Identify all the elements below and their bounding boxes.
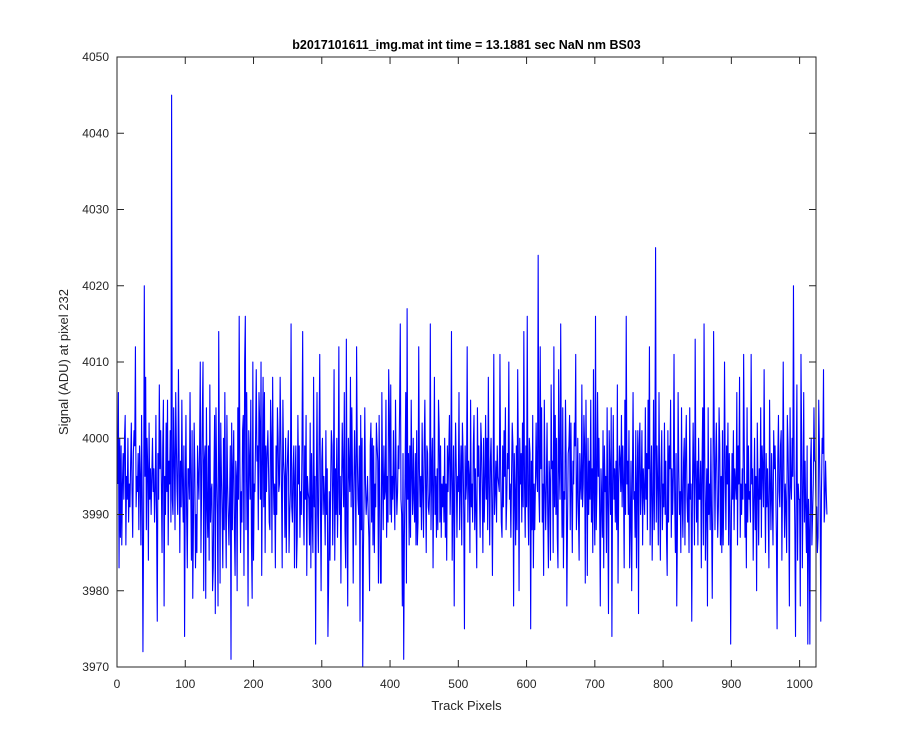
x-tick-label: 900	[721, 677, 741, 691]
y-tick-label: 4050	[82, 50, 109, 64]
x-axis-ticks: 0 100 200 300 400 500 600 700 800 900 1000	[114, 57, 813, 691]
data-series-group	[117, 94, 828, 668]
y-tick-label: 4000	[82, 431, 109, 445]
plot-area	[117, 57, 816, 667]
y-tick-label: 3970	[82, 660, 109, 674]
x-tick-label: 300	[312, 677, 332, 691]
x-tick-label: 200	[244, 677, 264, 691]
y-axis-title: Signal (ADU) at pixel 232	[56, 289, 71, 435]
y-tick-label: 3990	[82, 508, 109, 522]
x-tick-label: 800	[653, 677, 673, 691]
x-tick-label: 400	[380, 677, 400, 691]
chart-title: b2017101611_img.mat int time = 13.1881 s…	[292, 38, 641, 52]
y-tick-label: 4040	[82, 126, 109, 140]
y-tick-label: 4010	[82, 355, 109, 369]
y-tick-label: 4030	[82, 203, 109, 217]
x-tick-label: 100	[175, 677, 195, 691]
x-axis-title: Track Pixels	[431, 698, 502, 713]
series-line-1	[117, 94, 828, 668]
y-tick-label: 4020	[82, 279, 109, 293]
x-tick-label: 700	[585, 677, 605, 691]
y-tick-label: 3980	[82, 584, 109, 598]
x-tick-label: 500	[448, 677, 468, 691]
x-tick-label: 0	[114, 677, 121, 691]
y-axis-ticks: 3970 3980 3990 4000 4010 4020 4030 4040 4050	[82, 50, 816, 674]
x-tick-label: 1000	[786, 677, 813, 691]
x-tick-label: 600	[517, 677, 537, 691]
